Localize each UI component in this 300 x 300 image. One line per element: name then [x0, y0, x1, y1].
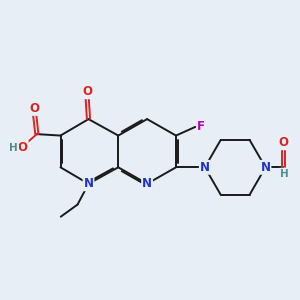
- Text: N: N: [83, 177, 94, 190]
- Text: N: N: [200, 161, 210, 174]
- Text: F: F: [197, 120, 205, 133]
- Text: H: H: [9, 143, 18, 153]
- Text: O: O: [82, 85, 92, 98]
- Text: H: H: [280, 169, 288, 179]
- Text: O: O: [18, 141, 28, 154]
- Text: N: N: [260, 161, 271, 174]
- Text: N: N: [142, 177, 152, 190]
- Text: O: O: [278, 136, 288, 149]
- Text: O: O: [29, 102, 40, 115]
